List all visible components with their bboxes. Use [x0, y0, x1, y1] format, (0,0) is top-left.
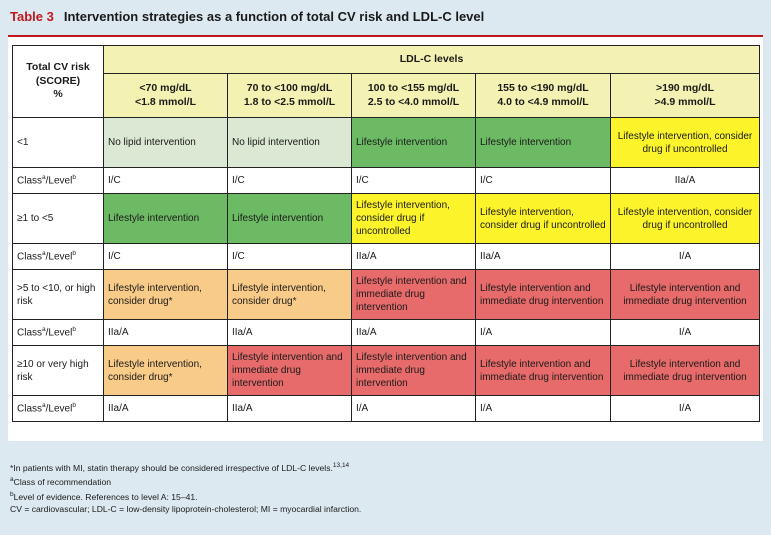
ldl-column-mmol: 1.8 to <2.5 mmol/L [243, 95, 336, 108]
risk-column-header: Total CV risk (SCORE) % [12, 45, 104, 118]
table-row: <1 No lipid intervention No lipid interven… [12, 117, 761, 168]
ldl-column-mgdl: >190 mg/dL [655, 81, 715, 94]
class-level-cell: I/A [609, 319, 761, 346]
table-title: Intervention strategies as a function of… [63, 8, 485, 24]
class-level-row: Classa/Levelb IIa/A IIa/A IIa/A I/A I/A [12, 319, 761, 346]
ldl-column-mgdl: 70 to <100 mg/dL [246, 81, 333, 94]
class-level-cell: IIa/A [609, 167, 761, 194]
intervention-cell: Lifestyle intervention, consider drug* [103, 345, 228, 396]
ldl-column-mgdl: 100 to <155 mg/dL [367, 81, 460, 94]
ldl-column-mgdl: <70 mg/dL [139, 81, 192, 94]
intervention-cell: Lifestyle intervention and immediate dru… [609, 345, 761, 396]
intervention-cell: Lifestyle intervention and immediate dru… [475, 345, 611, 396]
intervention-cell: Lifestyle intervention, consider drug if… [351, 193, 476, 244]
intervention-cell: Lifestyle intervention, consider drug if… [475, 193, 611, 244]
risk-level-cell: ≥1 to <5 [12, 193, 104, 244]
table-body: <1 No lipid intervention No lipid interven… [12, 117, 761, 422]
table-row: >5 to <10, or high risk Lifestyle interve… [12, 269, 761, 320]
ldl-column-mmol: <1.8 mmol/L [135, 95, 196, 108]
table-container: Total CV risk (SCORE) % LDL-C levels <70… [8, 35, 763, 441]
intervention-cell: Lifestyle intervention, consider drug if… [609, 193, 761, 244]
class-level-row: Classa/Levelb I/C I/C I/C I/C IIa/A [12, 167, 761, 194]
ldl-column-header: 100 to <155 mg/dL 2.5 to <4.0 mmol/L [351, 73, 476, 118]
class-level-cell: I/A [609, 395, 761, 422]
intervention-cell: Lifestyle intervention [103, 193, 228, 244]
class-level-cell: IIa/A [103, 395, 228, 422]
footnote-a: aClass of recommendation [10, 476, 112, 488]
table-row: ≥1 to <5 Lifestyle intervention Lifestyle … [12, 193, 761, 244]
intervention-cell: Lifestyle intervention [475, 117, 611, 168]
table-title-bar: Table 3 Intervention strategies as a fun… [0, 0, 771, 32]
ldl-column-mgdl: 155 to <190 mg/dL [497, 81, 589, 94]
risk-level-cell: <1 [12, 117, 104, 168]
intervention-cell: Lifestyle intervention [227, 193, 352, 244]
class-level-cell: IIa/A [475, 243, 611, 270]
class-level-cell: I/C [227, 167, 352, 194]
intervention-cell: Lifestyle intervention and immediate dru… [609, 269, 761, 320]
class-level-cell: I/C [351, 167, 476, 194]
footnote-abbreviations: CV = cardiovascular; LDL-C = low-density… [10, 504, 362, 515]
class-level-cell: IIa/A [103, 319, 228, 346]
table-number: Table 3 [10, 8, 54, 24]
risk-level-cell: ≥10 or very high risk [12, 345, 104, 396]
ldl-column-mmol: 2.5 to <4.0 mmol/L [367, 95, 460, 108]
intervention-table: Total CV risk (SCORE) % LDL-C levels <70… [12, 45, 761, 422]
ldl-column-mmol: >4.9 mmol/L [654, 95, 716, 108]
ldl-levels-header: LDL-C levels [102, 45, 761, 74]
risk-header-line1: Total CV risk [26, 61, 90, 74]
class-level-label: Classa/Levelb [12, 243, 104, 270]
risk-header-line3: % [53, 88, 63, 101]
class-level-row: Classa/Levelb IIa/A IIa/A I/A I/A I/A [12, 395, 761, 422]
class-level-cell: I/A [609, 243, 761, 270]
class-level-label: Classa/Levelb [12, 167, 104, 194]
intervention-cell: Lifestyle intervention, consider drug* [103, 269, 228, 320]
intervention-cell: No lipid intervention [227, 117, 352, 168]
risk-header-line2: (SCORE) [35, 74, 81, 87]
footnotes: *In patients with MI, statin therapy sho… [10, 460, 750, 516]
intervention-cell: No lipid intervention [103, 117, 228, 168]
intervention-cell: Lifestyle intervention and immediate dru… [475, 269, 611, 320]
ldl-column-header: >190 mg/dL >4.9 mmol/L [609, 73, 761, 118]
intervention-cell: Lifestyle intervention [351, 117, 476, 168]
class-level-cell: I/A [351, 395, 476, 422]
class-level-cell: IIa/A [227, 319, 352, 346]
intervention-cell: Lifestyle intervention, consider drug* [227, 269, 352, 320]
column-header-row: <70 mg/dL <1.8 mmol/L 70 to <100 mg/dL 1.8 … [13, 73, 761, 118]
class-level-cell: I/A [475, 319, 611, 346]
class-level-label: Classa/Levelb [12, 395, 104, 422]
ldl-column-header: 155 to <190 mg/dL 4.0 to <4.9 mmol/L [475, 73, 611, 118]
class-level-label: Classa/Levelb [12, 319, 104, 346]
class-level-cell: IIa/A [227, 395, 352, 422]
class-level-cell: I/C [103, 167, 228, 194]
class-level-row: Classa/Levelb I/C I/C IIa/A IIa/A I/A [12, 243, 761, 270]
class-level-cell: I/C [475, 167, 611, 194]
intervention-cell: Lifestyle intervention and immediate dru… [351, 345, 476, 396]
class-level-cell: IIa/A [351, 319, 476, 346]
table-row: ≥10 or very high risk Lifestyle intervent… [12, 345, 761, 396]
intervention-cell: Lifestyle intervention and immediate dru… [227, 345, 352, 396]
footnote-star: *In patients with MI, statin therapy sho… [10, 462, 350, 473]
footnote-b: bLevel of evidence. References to level … [10, 490, 198, 502]
ldl-column-header: 70 to <100 mg/dL 1.8 to <2.5 mmol/L [227, 73, 352, 118]
ldl-column-mmol: 4.0 to <4.9 mmol/L [497, 95, 589, 108]
class-level-cell: IIa/A [351, 243, 476, 270]
class-level-cell: I/C [227, 243, 352, 270]
class-level-cell: I/A [475, 395, 611, 422]
intervention-cell: Lifestyle intervention, consider drug if… [609, 117, 761, 168]
intervention-cell: Lifestyle intervention and immediate dru… [351, 269, 476, 320]
risk-level-cell: >5 to <10, or high risk [12, 269, 104, 320]
ldl-column-header: <70 mg/dL <1.8 mmol/L [103, 73, 228, 118]
class-level-cell: I/C [103, 243, 228, 270]
